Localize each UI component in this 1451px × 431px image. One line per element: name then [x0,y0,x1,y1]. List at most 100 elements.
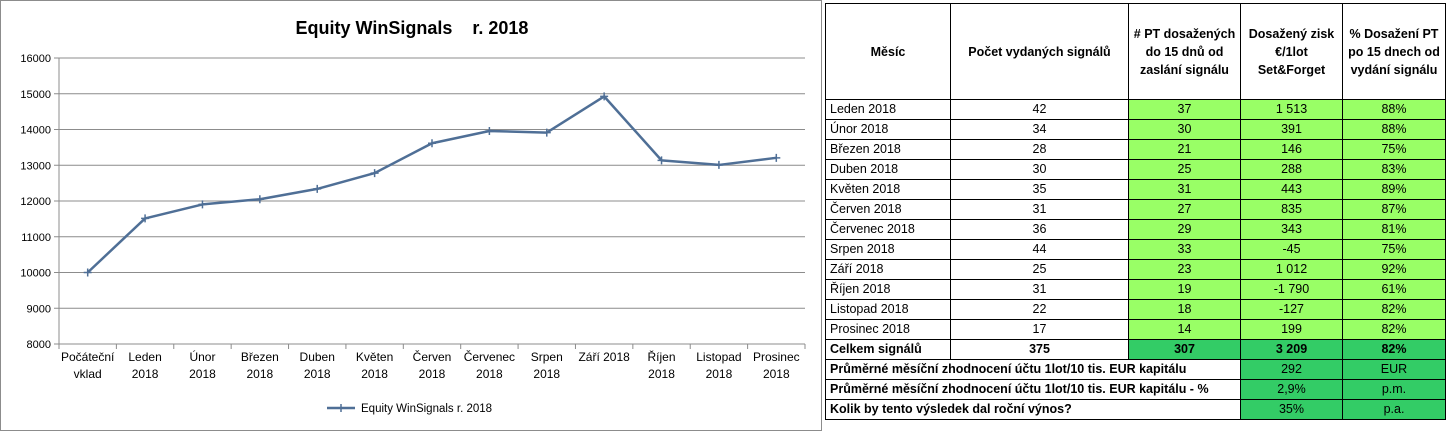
x-tick-label: Září 2018 [578,350,630,364]
row-month: Leden 2018 [825,99,951,120]
row-pt-percent: 75% [1342,239,1446,260]
x-tick-label: Leden 2018 [128,350,161,381]
y-tick-label: 13000 [20,160,51,172]
legend-label: Equity WinSignals r. 2018 [361,403,492,415]
summary-label: Kolik by tento výsledek dal roční výnos? [825,399,1241,420]
chart-title: Equity WinSignals r. 2018 [296,18,529,38]
x-tick-label: Červenec 2018 [464,349,515,381]
row-month: Květen 2018 [825,179,951,200]
row-profit: 1 513 [1240,99,1343,120]
row-profit: 288 [1240,159,1343,180]
row-pt-percent: 88% [1342,99,1446,120]
header-signal-count: Počet vydaných signálů [950,3,1129,100]
x-tick-label: Únor 2018 [189,349,216,381]
total-percent: 82% [1342,339,1446,360]
data-point-marker [313,184,322,193]
row-signal-count: 22 [950,299,1129,320]
table-row: Květen 2018 35 31 443 89% [825,179,1446,200]
table-row: Srpen 2018 44 33 -45 75% [825,239,1446,260]
y-tick-label: 14000 [20,125,51,137]
summary-row: Průměrné měsíční zhodnocení účtu 1lot/10… [825,359,1446,380]
table-row: Červenec 2018 36 29 343 81% [825,219,1446,240]
row-pt-percent: 81% [1342,219,1446,240]
row-month: Srpen 2018 [825,239,951,260]
row-pt-percent: 89% [1342,179,1446,200]
row-pt-percent: 83% [1342,159,1446,180]
row-pt-reached: 14 [1128,319,1241,340]
summary-row: Kolik by tento výsledek dal roční výnos?… [825,399,1446,420]
row-pt-reached: 30 [1128,119,1241,140]
data-point-marker [542,128,551,137]
table-row: Prosinec 2018 17 14 199 82% [825,319,1446,340]
summary-unit: p.m. [1342,379,1446,400]
header-profit: Dosažený zisk €/1lot Set&Forget [1240,3,1343,100]
data-point-marker [198,200,207,209]
summary-value: 292 [1240,359,1343,380]
legend-marker [337,404,345,412]
data-point-marker [370,169,379,178]
data-point-marker [141,214,150,223]
data-point-marker [657,156,666,165]
header-month: Měsíc [825,3,951,100]
row-pt-reached: 18 [1128,299,1241,320]
row-profit: 391 [1240,119,1343,140]
data-point-marker [772,153,781,162]
row-pt-reached: 19 [1128,279,1241,300]
row-profit: -1 790 [1240,279,1343,300]
header-pt-reached: # PT dosažených do 15 dnů od zaslání sig… [1128,3,1241,100]
summary-label: Průměrné měsíční zhodnocení účtu 1lot/10… [825,379,1241,400]
row-month: Listopad 2018 [825,299,951,320]
signals-table-wrapper: Měsíc Počet vydaných signálů # PT dosaže… [825,3,1446,420]
row-pt-reached: 25 [1128,159,1241,180]
row-signal-count: 44 [950,239,1129,260]
row-month: Prosinec 2018 [825,319,951,340]
summary-row: Průměrné měsíční zhodnocení účtu 1lot/10… [825,379,1446,400]
row-pt-percent: 87% [1342,199,1446,220]
row-pt-reached: 33 [1128,239,1241,260]
row-pt-reached: 31 [1128,179,1241,200]
x-tick-label: Listopad 2018 [696,350,741,381]
row-profit: 443 [1240,179,1343,200]
data-point-marker [83,268,92,277]
row-signal-count: 28 [950,139,1129,160]
row-month: Březen 2018 [825,139,951,160]
table-row: Listopad 2018 22 18 -127 82% [825,299,1446,320]
y-tick-label: 16000 [20,53,51,65]
y-tick-label: 11000 [21,232,51,244]
row-pt-reached: 23 [1128,259,1241,280]
row-pt-reached: 27 [1128,199,1241,220]
row-month: Červen 2018 [825,199,951,220]
data-point-marker [485,126,494,135]
series-line [86,95,777,274]
summary-value: 2,9% [1240,379,1343,400]
table-header-row: Měsíc Počet vydaných signálů # PT dosaže… [825,3,1446,100]
x-tick-label: Srpen 2018 [531,350,563,381]
row-profit: 343 [1240,219,1343,240]
row-pt-percent: 82% [1342,299,1446,320]
summary-value: 35% [1240,399,1343,420]
row-month: Červenec 2018 [825,219,951,240]
row-profit: -127 [1240,299,1343,320]
header-pt-percent: % Dosažení PT po 15 dnech od vydání sign… [1342,3,1446,100]
data-point-marker [714,160,723,169]
row-month: Únor 2018 [825,119,951,140]
row-signal-count: 30 [950,159,1129,180]
row-pt-percent: 82% [1342,319,1446,340]
row-pt-percent: 88% [1342,119,1446,140]
y-tick-label: 8000 [27,339,51,351]
equity-chart-svg: Equity WinSignals r. 2018 8000 9000 10000 1… [20,18,806,415]
table-row: Leden 2018 42 37 1 513 88% [825,99,1446,120]
table-row: Březen 2018 28 21 146 75% [825,139,1446,160]
row-signal-count: 31 [950,279,1129,300]
summary-unit: EUR [1342,359,1446,380]
row-signal-count: 31 [950,199,1129,220]
x-tick-label: Duben 2018 [300,350,335,381]
y-tick-label: 10000 [20,268,51,280]
row-signal-count: 17 [950,319,1129,340]
row-signal-count: 25 [950,259,1129,280]
data-point-marker [600,92,609,101]
table-row: Únor 2018 34 30 391 88% [825,119,1446,140]
row-pt-percent: 75% [1342,139,1446,160]
table-row: Září 2018 25 23 1 012 92% [825,259,1446,280]
row-signal-count: 35 [950,179,1129,200]
